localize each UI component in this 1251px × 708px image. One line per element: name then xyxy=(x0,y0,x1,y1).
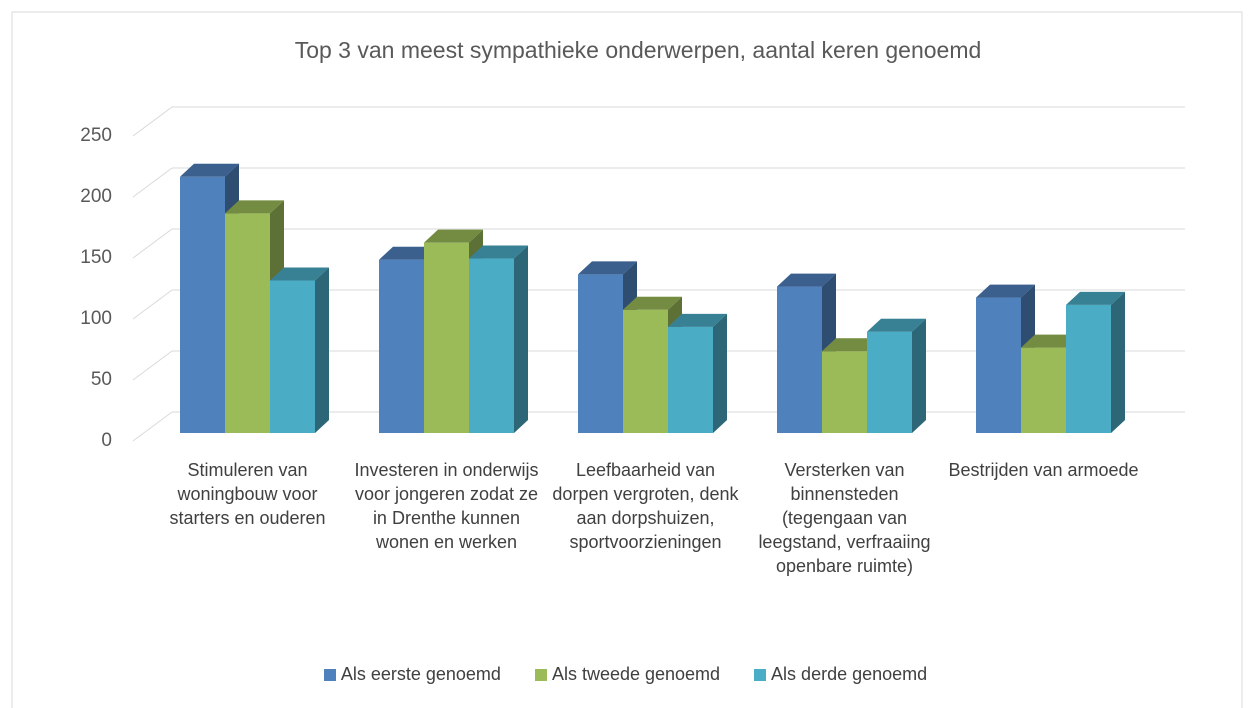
bar-top-shade xyxy=(578,261,637,275)
x-tick-label: Versterken van binnensteden (tegengaan v… xyxy=(758,460,931,576)
bar-top-shade xyxy=(1066,291,1125,305)
y-tick-label: 200 xyxy=(80,186,112,207)
bar-top-shade xyxy=(777,273,836,287)
bar-top-shade xyxy=(469,245,528,259)
bar-front xyxy=(578,274,623,433)
bar-top xyxy=(822,338,881,352)
bar-front xyxy=(225,213,270,433)
bar-side-shade xyxy=(713,313,727,433)
legend-item: Als tweede genoemd xyxy=(534,664,721,685)
bar-top-shade xyxy=(379,246,438,260)
bar-top xyxy=(976,284,1035,298)
bar-top-shade xyxy=(867,318,926,332)
bar-top-shade xyxy=(668,313,727,327)
bar-top xyxy=(777,273,836,287)
bar-top xyxy=(379,246,438,260)
bar-top xyxy=(867,318,926,332)
legend-swatch xyxy=(534,668,547,681)
bar-front xyxy=(379,259,424,433)
legend-swatch xyxy=(754,668,767,681)
legend-label: Als eerste genoemd xyxy=(340,664,501,684)
bar-top-shade xyxy=(976,284,1035,298)
bar-front xyxy=(976,297,1021,433)
bar-front xyxy=(270,280,315,433)
bar-front xyxy=(424,242,469,433)
bar-top-shade xyxy=(270,267,329,281)
bar-top-shade xyxy=(424,229,483,243)
bar-side xyxy=(1111,291,1125,433)
bar-top-shade xyxy=(1021,334,1080,348)
legend-label: Als derde genoemd xyxy=(771,664,928,684)
chart-border xyxy=(11,11,1243,708)
legend-label: Als tweede genoemd xyxy=(551,664,721,684)
x-tick-label: Leefbaarheid van dorpen vergroten, denk … xyxy=(552,460,739,552)
bar-top xyxy=(1066,291,1125,305)
legend-item: Als derde genoemd xyxy=(754,664,927,685)
x-tick-label: Bestrijden van armoede xyxy=(948,460,1139,480)
bar-side-shade xyxy=(514,245,528,433)
bar-front xyxy=(822,351,867,433)
y-tick-label: 250 xyxy=(80,125,112,146)
bar-side-shade xyxy=(1111,291,1125,433)
bar xyxy=(1066,291,1125,433)
bar-top xyxy=(180,163,239,177)
grid-line xyxy=(132,289,173,320)
bar-side xyxy=(514,245,528,433)
bar-top xyxy=(623,296,682,310)
bar-front xyxy=(1066,304,1111,433)
bar-top-shade xyxy=(623,296,682,310)
grid-line xyxy=(132,411,173,442)
y-tick-label: 150 xyxy=(80,247,112,268)
bar-top xyxy=(1021,334,1080,348)
legend-swatch xyxy=(323,668,336,681)
bar-front xyxy=(469,258,514,433)
y-tick-label: 0 xyxy=(101,430,112,451)
bar-front xyxy=(777,286,822,433)
bar-side-shade xyxy=(315,267,329,433)
bar-side xyxy=(713,313,727,433)
bar xyxy=(867,318,926,433)
x-tick-label: Stimuleren van woningbouw voor starters … xyxy=(169,460,326,528)
grid-line xyxy=(132,167,173,198)
bar xyxy=(270,267,329,433)
bar-top xyxy=(578,261,637,275)
x-tick-label: Investeren in onderwijs voor jongeren zo… xyxy=(354,460,539,552)
bar-top-shade xyxy=(822,338,881,352)
bar-front xyxy=(180,176,225,434)
bar-side xyxy=(912,318,926,433)
bar-top-shade xyxy=(180,163,239,177)
bar-front xyxy=(867,331,912,433)
grid-line xyxy=(132,106,173,137)
legend: Als eerste genoemd Als tweede genoemd Als … xyxy=(0,664,1251,685)
grid-line xyxy=(132,350,173,381)
grid-line xyxy=(132,228,173,259)
bar xyxy=(668,313,727,433)
y-tick-label: 50 xyxy=(91,369,112,390)
bar-top xyxy=(270,267,329,281)
bar-top-shade xyxy=(225,200,284,214)
y-tick-label: 100 xyxy=(80,308,112,329)
bar-front xyxy=(668,326,713,433)
bar-top xyxy=(668,313,727,327)
chart-title: Top 3 van meest sympathieke onderwerpen,… xyxy=(295,37,982,63)
bar-top xyxy=(424,229,483,243)
legend-item: Als eerste genoemd xyxy=(323,664,501,685)
bar-top xyxy=(469,245,528,259)
bar-front xyxy=(1021,347,1066,433)
bar xyxy=(469,245,528,433)
bar-front xyxy=(623,309,668,433)
bar-side xyxy=(315,267,329,433)
bar-top xyxy=(225,200,284,214)
bar-side-shade xyxy=(912,318,926,433)
